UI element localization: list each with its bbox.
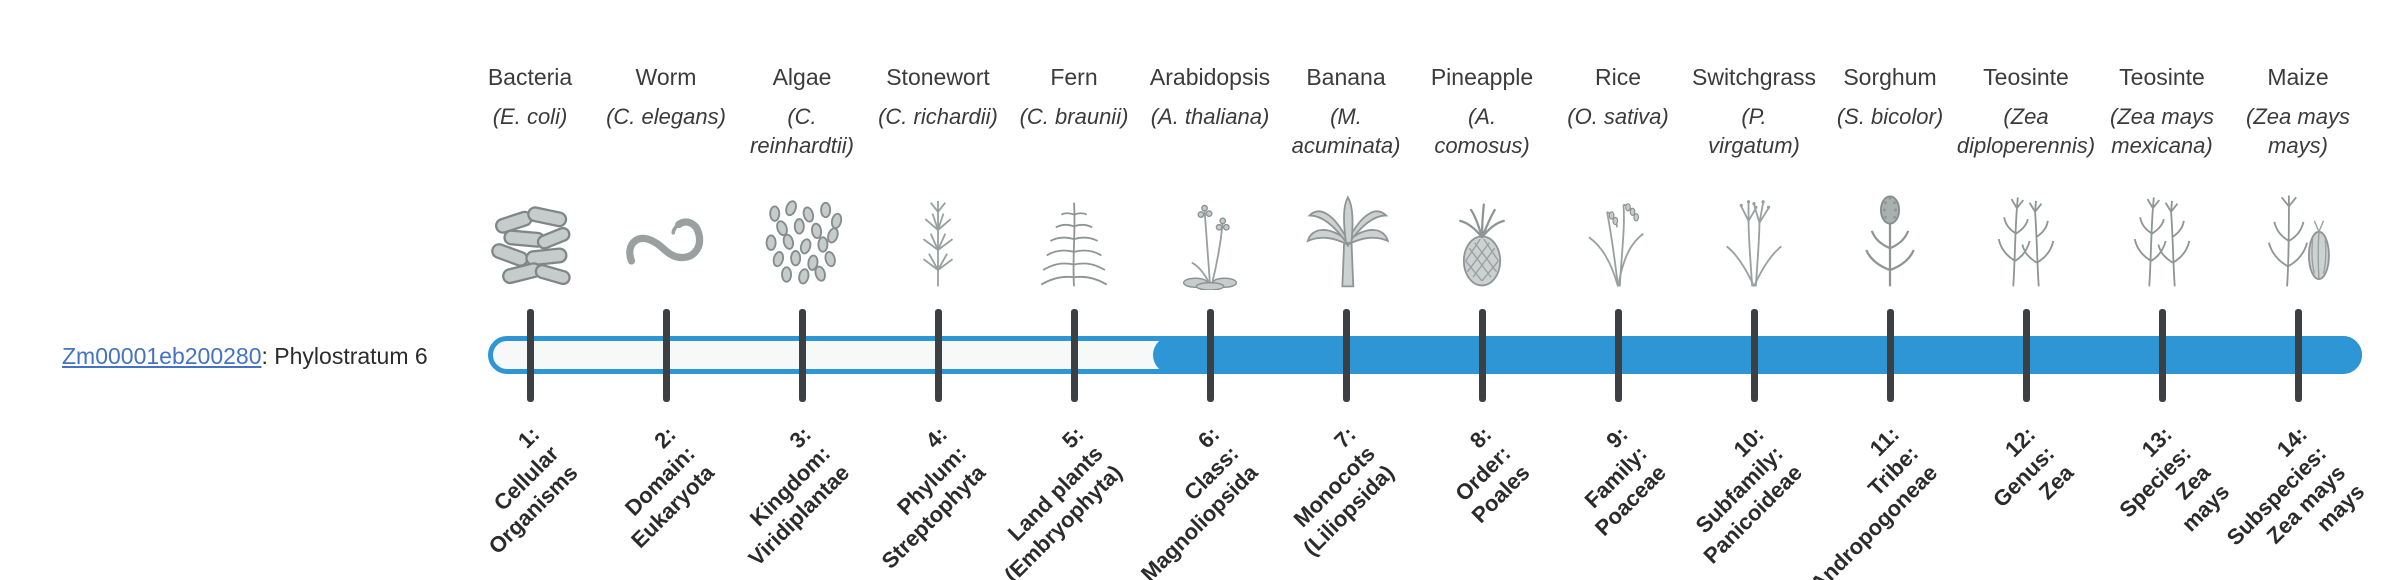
organism-scientific-name: (E. coli) (492, 104, 568, 129)
banana-icon (1271, 186, 1421, 290)
organism-column: Pineapple (A. comosus) 8: Order: Poales (1407, 0, 1557, 580)
organism-name: Stonewort (886, 64, 990, 90)
organism-column: Arabidopsis (A. thaliana) 6: Class: Magn… (1135, 0, 1285, 580)
phylostratum-tick (1750, 309, 1758, 402)
organism-column: Teosinte (Zea diploperennis) 12: Genus: … (1951, 0, 2101, 580)
phylostratum-tick (1342, 309, 1350, 402)
organism-scientific-name: (M. acuminata) (1291, 104, 1401, 158)
organism-scientific-name: (C. reinhardtii) (750, 104, 854, 158)
organism-scientific-name: (C. elegans) (606, 104, 726, 129)
organism-column: Maize (Zea mays mays) 14: Subspecies: Ze… (2222, 0, 2373, 580)
organism-name: Rice (1594, 64, 1641, 90)
organism-scientific-name: (Zea diploperennis) (1956, 104, 2096, 158)
phylostratum-label: 9: Family: Poaceae (1579, 421, 1671, 541)
phylostratum-tick (1886, 309, 1894, 402)
rice-icon (1543, 186, 1693, 290)
phylostratum-label: 13: Species: Zea mays (2113, 421, 2234, 537)
organism-name: Switchgrass (1692, 64, 1816, 90)
gene-id-link[interactable]: Zm00001eb200280 (62, 343, 262, 369)
phylostratum-tick (2294, 309, 2302, 402)
phylostratum-tick (662, 309, 670, 402)
phylostratum-tick (934, 309, 942, 402)
organism-column: Rice (O. sativa) 9: Family: Poac (1543, 0, 1693, 580)
organism-scientific-name: (A. thaliana) (1150, 104, 1270, 129)
organism-column: Banana (M. acuminata) 7: Monocots (Lilio… (1271, 0, 1421, 580)
stonewort-icon (863, 186, 1013, 290)
phylostratum-tick (798, 309, 806, 402)
organism-column: Worm (C. elegans) 2: Domain: Eukaryota (591, 0, 741, 580)
organism-column: Fern (C. braunii) 5: Land plants (Embryo… (999, 0, 1149, 580)
switchgrass-icon (1679, 186, 1829, 290)
organism-name: Banana (1306, 64, 1386, 90)
bacteria-icon (455, 186, 605, 290)
organism-column: Teosinte (Zea mays mexicana) 13: Species… (2087, 0, 2237, 580)
phylostratum-text: : Phylostratum 6 (261, 343, 428, 369)
phylostratum-tick (1478, 309, 1486, 402)
pineapple-icon (1407, 186, 1557, 290)
worm-icon (591, 186, 741, 290)
teosinte-icon (1951, 186, 2101, 290)
organism-scientific-name: (C. braunii) (1019, 104, 1129, 129)
organism-name: Teosinte (1983, 64, 2069, 90)
organism-column: Algae (C. reinhardtii) 3: Kingdom: Virid… (727, 0, 877, 580)
phylostratum-label: 12: Genus: Zea (1988, 421, 2079, 513)
phylostratum-label: 2: Domain: Eukaryota (619, 421, 719, 553)
phylostratum-tick (2158, 309, 2166, 402)
organism-name: Worm (635, 64, 697, 90)
phylostratum-tick (1614, 309, 1622, 402)
gene-label: Zm00001eb200280: Phylostratum 6 (62, 343, 428, 370)
organism-column: Switchgrass (P. virgatum) 10: Subfamily:… (1679, 0, 1829, 580)
phylostratum-tick (1070, 309, 1078, 402)
organism-column: Stonewort (C. richardii) 4: Phylum: Stre… (863, 0, 1013, 580)
organism-name: Maize (2267, 64, 2329, 90)
organism-column: Bacteria (E. coli) 1: Cellular Organisms (455, 0, 605, 580)
phylostratum-label: 14: Subspecies: Zea mays mays (2222, 421, 2370, 551)
organism-scientific-name: (C. richardii) (878, 104, 998, 129)
fern-icon (999, 186, 1149, 290)
arabidopsis-icon (1135, 186, 1285, 290)
organism-name: Algae (772, 64, 832, 90)
organism-name: Teosinte (2119, 64, 2205, 90)
phylostratum-tick (2022, 309, 2030, 402)
organism-name: Arabidopsis (1149, 64, 1271, 90)
sorghum-icon (1815, 186, 1965, 290)
organism-name: Pineapple (1430, 64, 1534, 90)
organism-scientific-name: (P. virgatum) (1708, 104, 1800, 158)
organism-scientific-name: (O. sativa) (1567, 104, 1669, 129)
organism-name: Sorghum (1843, 64, 1937, 90)
phylostratum-tick (1206, 309, 1214, 402)
algae-icon (727, 186, 877, 290)
organism-scientific-name: (S. bicolor) (1836, 104, 1944, 129)
organism-scientific-name: (Zea mays mays) (2246, 104, 2350, 158)
organism-scientific-name: (Zea mays mexicana) (2110, 104, 2214, 158)
phylostratum-label: 1: Cellular Organisms (483, 421, 583, 559)
organism-name: Fern (1050, 64, 1098, 90)
phylostratum-label: 3: Kingdom: Viridiplantae (743, 421, 855, 571)
phylostratum-label: 7: Monocots (Liliopsida) (1288, 421, 1399, 561)
maize-icon (2223, 186, 2373, 290)
organism-name: Bacteria (487, 64, 573, 90)
organism-column: Sorghum (S. bicolor) 11: Tribe: An (1806, 0, 1965, 580)
phylostratum-tick (526, 309, 534, 402)
organism-scientific-name: (A. comosus) (1434, 104, 1530, 158)
teosinte-icon (2087, 186, 2237, 290)
phylostratum-label: 8: Order: Poales (1450, 421, 1535, 528)
